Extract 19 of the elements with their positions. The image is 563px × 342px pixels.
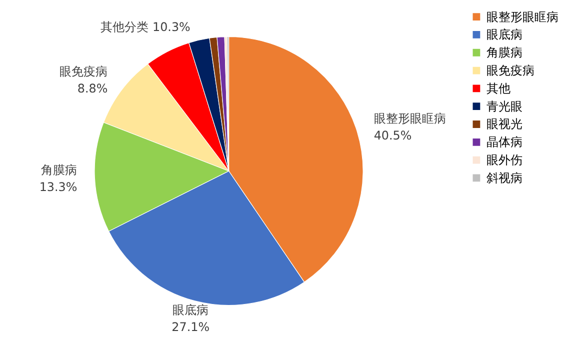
legend-label: 斜视病 bbox=[486, 170, 522, 185]
data-label: 13.3% bbox=[39, 180, 78, 194]
legend-label: 角膜病 bbox=[486, 46, 522, 60]
data-label: 8.8% bbox=[77, 81, 108, 96]
legend-label: 眼免疫病 bbox=[486, 64, 534, 78]
data-label: 40.5% bbox=[374, 128, 412, 142]
legend-label: 其他 bbox=[486, 81, 510, 96]
slice-label: 眼整形眼眶病 bbox=[374, 111, 446, 126]
legend-label: 眼整形眼眶病 bbox=[486, 10, 558, 24]
text: 其他分类 10.3% bbox=[100, 20, 190, 34]
legend-label: 晶体病 bbox=[486, 135, 522, 150]
legend-label: 青光眼 bbox=[486, 99, 522, 114]
slice-label: 角膜病 bbox=[41, 163, 78, 178]
legend-label: 眼视光 bbox=[486, 117, 522, 132]
data-label: 27.1% bbox=[172, 320, 210, 334]
slice-label: 眼免疫病 bbox=[60, 64, 108, 79]
legend-label: 眼底病 bbox=[486, 28, 522, 42]
slice-label: 眼底病 bbox=[172, 302, 209, 317]
legend-label: 眼外伤 bbox=[486, 153, 522, 168]
